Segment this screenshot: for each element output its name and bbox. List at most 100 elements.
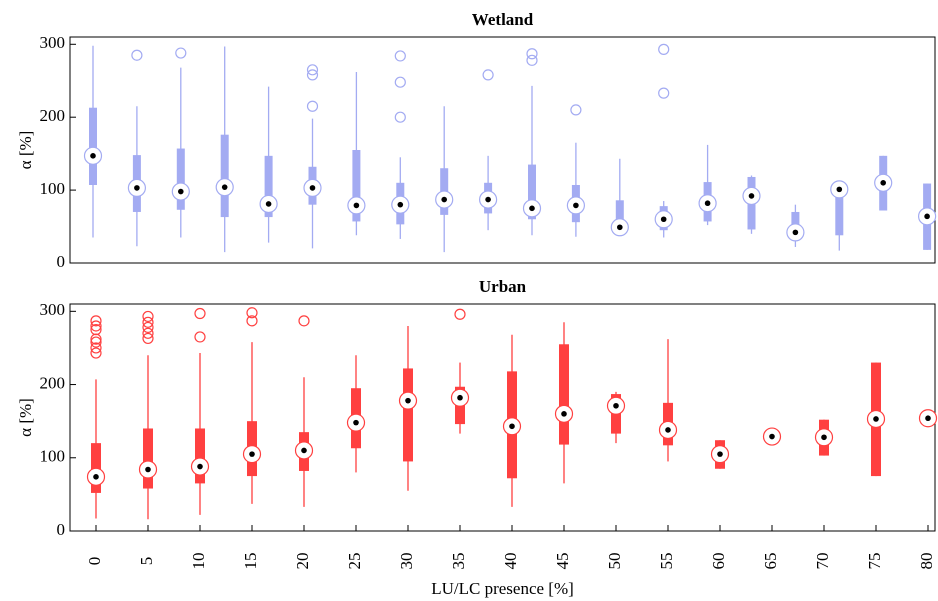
median-dot: [509, 423, 515, 430]
median-dot: [197, 463, 203, 470]
x-axis-label: LU/LC presence [%]: [431, 579, 574, 598]
median-dot: [93, 474, 99, 480]
x-tick-label: 0: [85, 557, 104, 566]
outlier: [658, 87, 670, 99]
outlier: [246, 307, 258, 319]
outlier: [194, 307, 206, 320]
y-axis-label: α [%]: [16, 398, 35, 437]
x-tick-label: 80: [917, 553, 936, 570]
median-dot: [90, 153, 96, 159]
outlier: [90, 320, 102, 332]
x-tick-label: 20: [293, 553, 312, 570]
median-dot: [301, 447, 307, 454]
outlier: [90, 336, 102, 348]
median-dot: [660, 216, 667, 223]
outlier: [90, 342, 102, 354]
median-dot: [836, 186, 843, 193]
median-dot: [665, 427, 671, 433]
panel-title: Wetland: [472, 10, 534, 29]
x-tick-label: 50: [605, 553, 624, 570]
outlier: [526, 48, 538, 60]
median-dot: [457, 394, 463, 401]
box: [220, 134, 229, 218]
median-dot: [573, 202, 579, 209]
box: [559, 344, 569, 445]
outlier: [246, 315, 258, 327]
x-tick-label: 30: [397, 553, 416, 570]
y-tick-label: 0: [57, 520, 66, 539]
median-dot: [309, 185, 316, 191]
panel-title: Urban: [479, 277, 527, 296]
outlier: [306, 69, 319, 81]
box: [615, 200, 624, 229]
median-dot: [178, 188, 184, 195]
outlier: [142, 321, 154, 334]
median-dot: [924, 213, 930, 220]
median-dot: [561, 411, 567, 417]
median-dot: [397, 201, 404, 208]
x-tick-label: 35: [449, 553, 468, 570]
median-dot: [353, 202, 360, 209]
outlier: [482, 69, 494, 81]
median-dot: [925, 415, 931, 422]
outlier: [90, 333, 102, 345]
outlier: [306, 100, 319, 112]
median-dot: [748, 193, 755, 199]
y-tick-label: 200: [40, 373, 66, 392]
outlier: [298, 315, 310, 327]
outlier: [142, 316, 154, 328]
median-dot: [485, 196, 491, 203]
box: [176, 148, 185, 210]
y-tick-label: 100: [40, 179, 66, 198]
median-dot: [249, 451, 255, 457]
box: [264, 155, 273, 218]
y-axis-label: α [%]: [16, 131, 35, 170]
median-dot: [880, 180, 886, 186]
outlier: [175, 47, 187, 59]
outlier: [658, 43, 670, 55]
x-tick-label: 15: [241, 553, 260, 570]
median-dot: [873, 416, 879, 422]
outlier: [142, 310, 154, 323]
x-tick-label: 70: [813, 553, 832, 570]
median-dot: [405, 397, 411, 404]
box: [352, 150, 361, 222]
x-tick-label: 10: [189, 553, 208, 570]
x-tick-label: 45: [553, 553, 572, 570]
median-dot: [145, 466, 151, 473]
median-dot: [265, 201, 272, 207]
y-tick-label: 300: [40, 33, 66, 52]
median-dot: [441, 196, 448, 203]
y-tick-label: 300: [40, 300, 66, 319]
median-dot: [613, 402, 619, 409]
outlier: [90, 315, 102, 327]
x-tick-label: 40: [501, 553, 520, 570]
y-tick-label: 200: [40, 106, 66, 125]
x-tick-label: 75: [865, 553, 884, 570]
outlier: [194, 331, 206, 343]
outlier: [90, 347, 102, 359]
x-tick-label: 25: [345, 553, 364, 570]
median-dot: [134, 185, 140, 191]
outlier: [454, 308, 466, 320]
box: [195, 428, 205, 484]
median-dot: [821, 434, 827, 441]
outlier: [306, 64, 319, 76]
y-tick-label: 100: [40, 447, 66, 466]
outlier: [142, 327, 154, 339]
x-tick-label: 65: [761, 553, 780, 570]
outlier: [142, 332, 154, 345]
outlier: [570, 104, 582, 116]
y-tick-label: 0: [57, 252, 66, 271]
median-dot: [769, 433, 775, 440]
box: [528, 164, 536, 220]
median-dot: [792, 229, 799, 236]
x-tick-label: 55: [657, 553, 676, 570]
median-dot: [529, 205, 535, 212]
box: [835, 189, 844, 236]
median-dot: [617, 224, 623, 231]
median-dot: [221, 184, 228, 190]
x-tick-label: 60: [709, 553, 728, 570]
outlier: [394, 111, 406, 123]
